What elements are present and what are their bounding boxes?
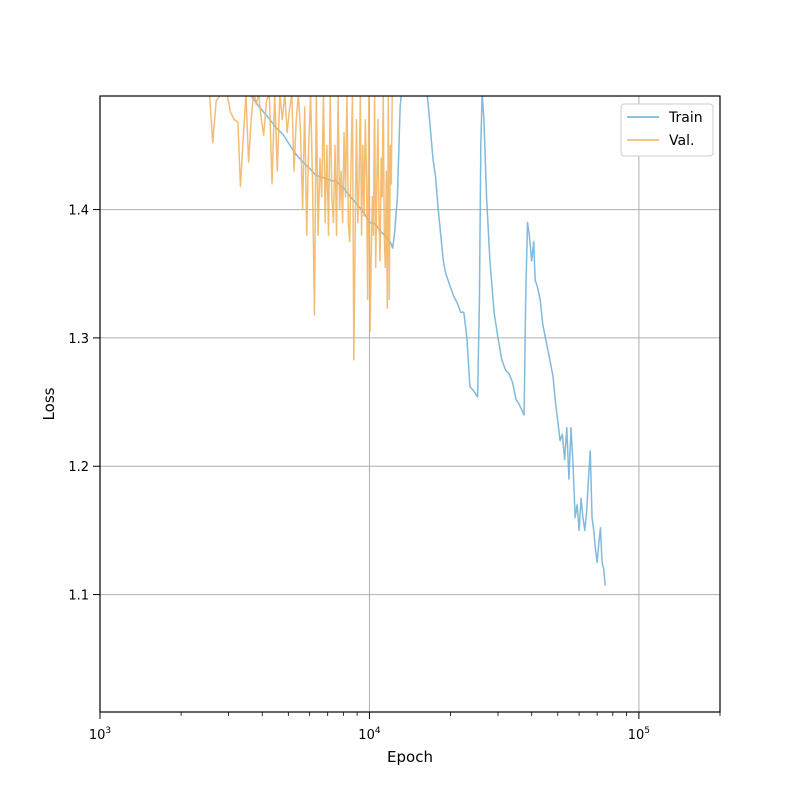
series-line-val bbox=[208, 96, 393, 361]
x-tick-label: 104 bbox=[358, 726, 381, 743]
y-tick-label: 1.1 bbox=[68, 589, 89, 604]
legend: Train Val. bbox=[620, 103, 714, 157]
y-tick-label: 1.2 bbox=[68, 460, 89, 475]
plot-area bbox=[100, 96, 720, 712]
series-line-train bbox=[250, 96, 606, 586]
x-tick-label: 105 bbox=[628, 726, 650, 743]
y-tick-label: 1.4 bbox=[68, 204, 89, 219]
x-tick-label: 103 bbox=[89, 726, 111, 743]
x-axis-ticks: 103 104 105 bbox=[89, 712, 650, 743]
legend-label-val: Val. bbox=[669, 133, 694, 149]
x-minor-ticks bbox=[180, 712, 721, 716]
y-axis-label: Loss bbox=[40, 387, 58, 420]
y-axis-ticks: 1.1 1.2 1.3 1.4 bbox=[68, 204, 100, 604]
plot-frame bbox=[99, 95, 721, 713]
legend-label-train: Train bbox=[668, 110, 703, 126]
y-tick-label: 1.3 bbox=[68, 332, 89, 347]
series-group bbox=[208, 96, 606, 586]
x-axis-label: Epoch bbox=[387, 748, 433, 766]
